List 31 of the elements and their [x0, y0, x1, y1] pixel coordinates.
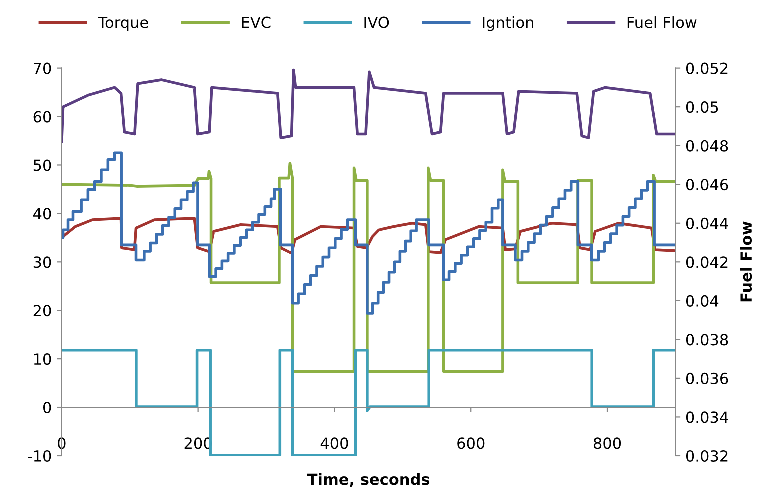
y2-tick-label: 0.052: [686, 62, 728, 74]
y-tick-label: 10: [34, 354, 52, 366]
y-tick-label: 0: [43, 402, 52, 414]
legend-label: Fuel Flow: [628, 16, 697, 28]
y-tick-label: 50: [34, 160, 52, 172]
legend-label: EVC: [242, 16, 271, 28]
y2-tick-label: 0.036: [686, 372, 728, 384]
line-series: [62, 68, 676, 144]
y2-tick-label: 0.05: [686, 102, 718, 114]
y2-tick-label: 0.034: [686, 412, 728, 424]
y-tick-label: 20: [34, 305, 52, 317]
legend-label: IVO: [364, 16, 390, 28]
y2-tick-label: 0.032: [686, 450, 728, 462]
y2-tick-label: 0.044: [686, 218, 728, 230]
x-tick-label: 400: [320, 438, 348, 450]
y-tick-label: 40: [34, 208, 52, 220]
x-tick-label: 800: [594, 438, 622, 450]
y-tick-label: 60: [34, 111, 52, 123]
legend-label: Igntion: [483, 16, 534, 32]
y2-tick-label: 0.04: [686, 295, 719, 307]
y-tick-label: -10: [28, 450, 52, 462]
x-axis-title: Time, seconds: [307, 473, 430, 488]
x-tick-label: 600: [458, 438, 485, 450]
y-tick-label: 70: [34, 62, 52, 74]
y2-tick-label: 0.046: [686, 179, 728, 191]
legend-label: Torque: [98, 16, 148, 32]
y2-tick-label: 0.048: [686, 140, 728, 152]
y2-tick-label: 0.042: [686, 256, 728, 268]
y2-axis-title: Fuel Flow: [740, 222, 752, 302]
y2-tick-label: 0.038: [686, 334, 728, 346]
y-tick-label: 30: [34, 256, 52, 268]
